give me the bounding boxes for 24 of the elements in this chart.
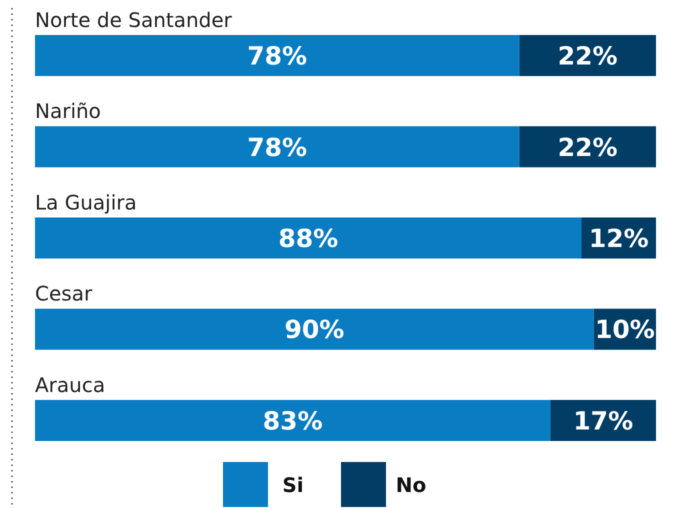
legend-label: No (396, 473, 426, 498)
data-label: 10% (595, 315, 655, 344)
data-label: 78% (247, 42, 308, 71)
data-label: 78% (247, 132, 308, 162)
y-tick-label: Norte de Santander (35, 8, 233, 32)
y-tick-label: Nariño (35, 99, 101, 124)
data-label: 22% (558, 42, 618, 71)
bar (519, 126, 656, 168)
y-tick-label: La Guajira (35, 190, 137, 214)
data-label: 90% (284, 315, 344, 344)
bar (519, 35, 656, 76)
y-tick-label: Cesar (35, 282, 93, 306)
bar (35, 400, 550, 441)
legend-label: Si (282, 473, 304, 498)
data-label: 17% (573, 406, 634, 436)
bar (35, 126, 520, 168)
data-label: 22% (558, 132, 618, 162)
bar (35, 35, 520, 76)
data-label: 12% (588, 224, 649, 253)
data-label: 88% (278, 224, 338, 253)
data-label: 83% (262, 406, 323, 436)
y-tick-label: Arauca (35, 372, 106, 397)
bar (35, 308, 594, 350)
bar (35, 217, 582, 259)
